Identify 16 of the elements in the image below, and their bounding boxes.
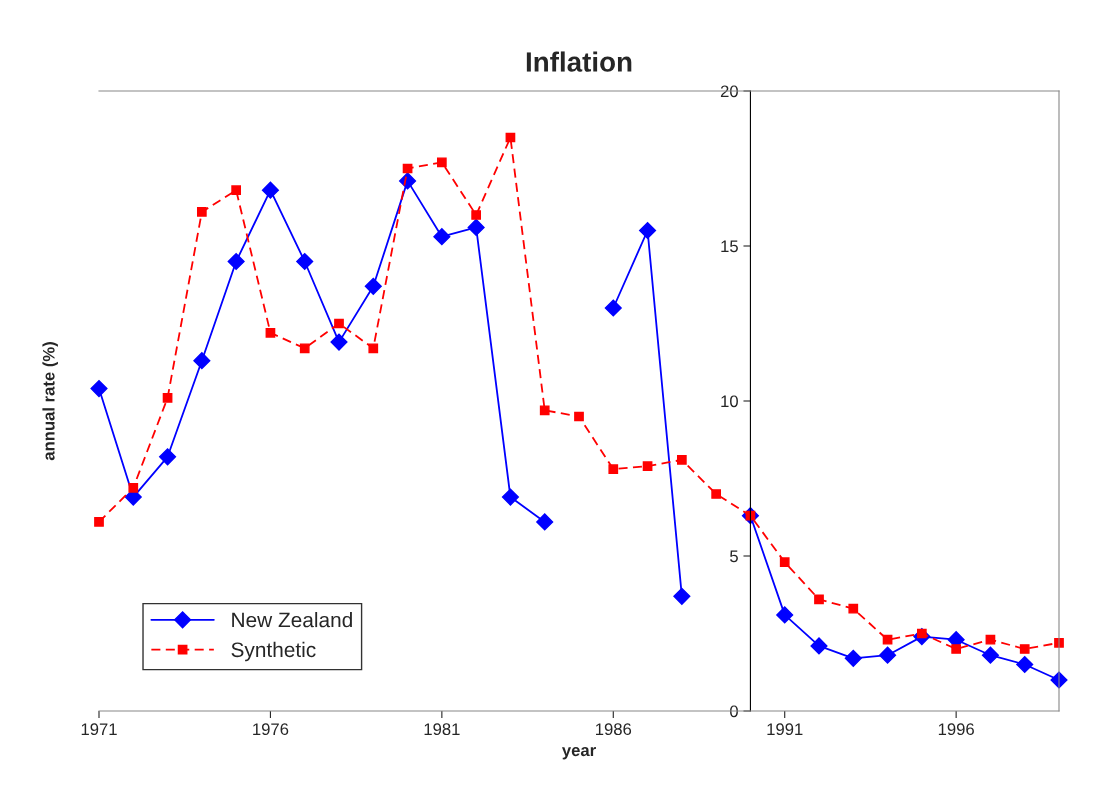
y-tick-label: 10 bbox=[721, 395, 738, 408]
x-tick-label: 1981 bbox=[424, 723, 460, 736]
legend-label: New Zealand bbox=[232, 611, 352, 628]
y-tick-label: 0 bbox=[730, 705, 738, 718]
y-tick-label: 5 bbox=[730, 550, 738, 563]
x-tick-label: 1971 bbox=[81, 723, 117, 736]
x-tick-label: 1991 bbox=[767, 723, 803, 736]
chart-title: Inflation bbox=[526, 51, 632, 72]
x-tick-label: 1976 bbox=[253, 723, 289, 736]
x-tick-label: 1996 bbox=[938, 723, 974, 736]
y-tick-label: 20 bbox=[720, 85, 738, 98]
y-tick-label: 15 bbox=[721, 240, 738, 253]
y-axis-title: annual rate (%) bbox=[42, 342, 58, 461]
legend-label: Synthetic bbox=[231, 641, 316, 662]
x-tick-label: 1986 bbox=[596, 723, 632, 736]
x-axis-title: year bbox=[561, 747, 596, 760]
